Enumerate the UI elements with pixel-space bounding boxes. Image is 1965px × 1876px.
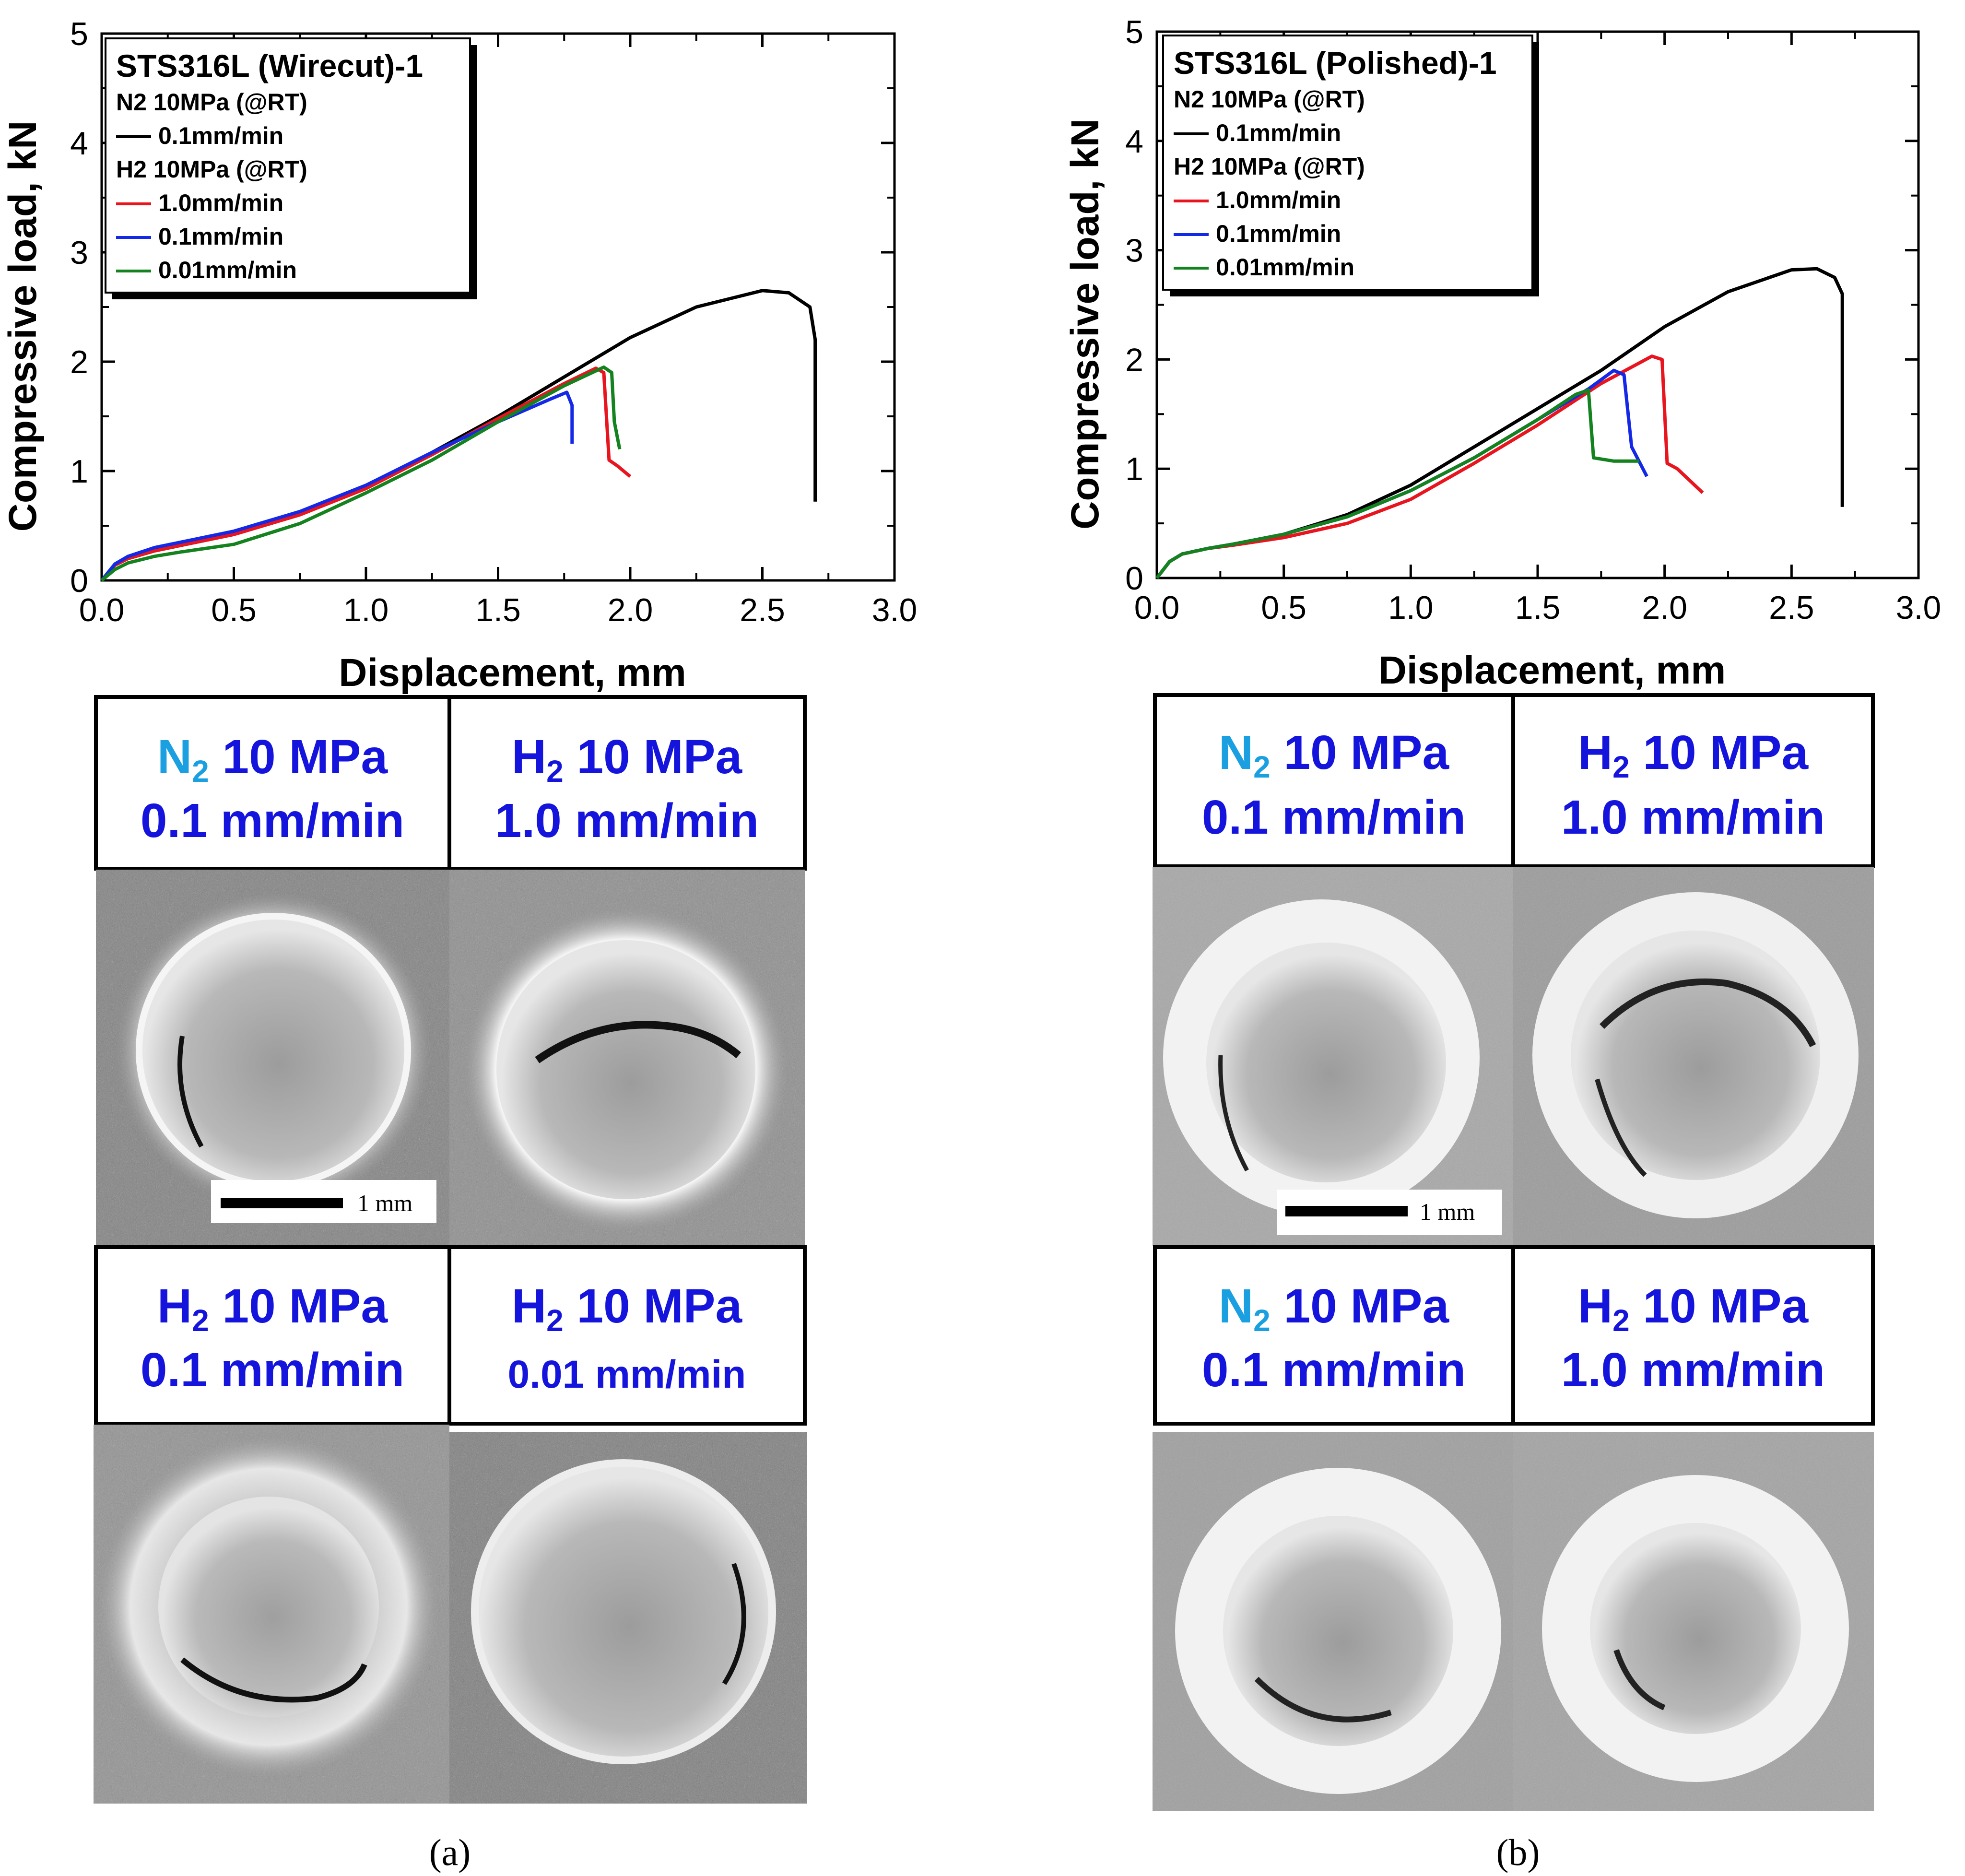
y-tick-label: 2 <box>70 344 88 380</box>
x-tick-label: 0.0 <box>79 592 125 628</box>
y-tick-label: 4 <box>70 125 88 162</box>
y-tick-label: 1 <box>1125 451 1143 487</box>
legend-group-header: N2 10MPa (@RT) <box>1174 86 1365 113</box>
micrograph <box>1513 1432 1874 1811</box>
cell-rate: 0.1 mm/min <box>141 794 404 848</box>
scale-bar: 1 mm <box>211 1180 436 1223</box>
y-tick-label: 1 <box>70 453 88 490</box>
micrograph <box>1153 867 1513 1246</box>
micrograph <box>449 870 805 1247</box>
y-tick-label: 3 <box>70 235 88 271</box>
x-tick-label: 3.0 <box>872 592 918 628</box>
y-tick-label: 2 <box>1125 342 1143 378</box>
label-cell <box>447 1245 807 1426</box>
label-cell <box>94 1245 451 1426</box>
series-line <box>1155 267 1844 579</box>
series-line <box>1155 388 1639 579</box>
legend-entry: 0.01mm/min <box>1216 254 1354 281</box>
cell-title: H2 10 MPa <box>1578 726 1809 784</box>
cell-title: H2 10 MPa <box>157 1279 388 1338</box>
cell-rate: 0.1 mm/min <box>1202 1343 1466 1397</box>
cell-rate: 1.0 mm/min <box>1561 791 1825 844</box>
cell-rate: 1.0 mm/min <box>1561 1343 1825 1397</box>
micrograph <box>1513 867 1874 1246</box>
label-cell <box>1153 1245 1515 1426</box>
cell-title: H2 10 MPa <box>512 1279 743 1338</box>
y-axis-label: Compressive load, kN <box>1 121 45 532</box>
x-tick-label: 1.5 <box>475 592 521 628</box>
x-axis-label: Displacement, mm <box>339 651 686 695</box>
svg-text:1 mm: 1 mm <box>357 1190 412 1216</box>
cell-rate: 1.0 mm/min <box>495 794 759 848</box>
cell-title: N2 10 MPa <box>1219 726 1450 784</box>
y-tick-label: 0 <box>70 563 88 599</box>
legend-entry: 0.1mm/min <box>1216 119 1341 146</box>
label-cell <box>447 695 807 871</box>
x-tick-label: 1.0 <box>343 592 389 628</box>
x-tick-label: 2.0 <box>1642 590 1687 626</box>
x-tick-label: 1.0 <box>1388 590 1434 626</box>
panel-caption-b: (b) <box>1496 1831 1540 1873</box>
label-cell <box>1153 693 1515 868</box>
x-tick-label: 1.5 <box>1515 590 1561 626</box>
label-cell <box>1511 1245 1875 1426</box>
cell-title: N2 10 MPa <box>1219 1279 1450 1338</box>
legend-group-header: N2 10MPa (@RT) <box>116 89 307 116</box>
legend-entry: 0.1mm/min <box>158 223 283 250</box>
x-axis-label: Displacement, mm <box>1378 649 1726 692</box>
label-cell <box>1511 693 1875 868</box>
x-tick-label: 2.5 <box>1769 590 1814 626</box>
x-tick-label: 0.5 <box>1261 590 1306 626</box>
scale-bar: 1 mm <box>1277 1190 1502 1235</box>
legend-entry: 1.0mm/min <box>1216 187 1341 213</box>
legend-entry: 0.1mm/min <box>1216 220 1341 247</box>
legend-title: STS316L (Wirecut)-1 <box>116 48 423 83</box>
x-tick-label: 0.5 <box>211 592 257 628</box>
y-axis-label: Compressive load, kN <box>1063 118 1107 530</box>
cell-rate: 0.01 mm/min <box>508 1353 746 1396</box>
panel-caption-a: (a) <box>429 1831 471 1873</box>
cell-title: N2 10 MPa <box>157 730 388 789</box>
y-tick-label: 0 <box>1125 560 1143 597</box>
legend-group-header: H2 10MPa (@RT) <box>1174 153 1365 180</box>
cell-title: H2 10 MPa <box>1578 1279 1809 1338</box>
legend-box <box>1162 35 1533 291</box>
series-line <box>100 366 632 582</box>
chart-polished: 0.0 0.5 1.0 1.5 2.0 2.5 3.0 0 1 2 3 4 5 Displacement,… <box>1063 14 1941 692</box>
cell-rate: 0.1 mm/min <box>1202 791 1466 844</box>
cell-rate: 0.1 mm/min <box>141 1343 404 1397</box>
micrograph <box>1153 1432 1513 1811</box>
cell-title: H2 10 MPa <box>512 730 743 789</box>
y-tick-label: 3 <box>1125 233 1143 269</box>
image-grid-a: N2 10 MPa 0.1 mm/min H2 10 MPa 1.0 mm/mi… <box>94 695 807 1804</box>
series-line <box>100 390 574 582</box>
y-tick-label: 4 <box>1125 123 1143 160</box>
legend-title: STS316L (Polished)-1 <box>1174 45 1497 81</box>
label-cell <box>94 695 451 871</box>
series-line <box>100 365 622 582</box>
svg-text:1 mm: 1 mm <box>1420 1198 1475 1225</box>
micrograph <box>449 1432 807 1804</box>
x-tick-label: 2.5 <box>740 592 785 628</box>
y-tick-label: 5 <box>70 16 88 52</box>
x-tick-label: 0.0 <box>1134 590 1180 626</box>
micrograph <box>94 1425 449 1804</box>
legend-entry: 1.0mm/min <box>158 189 283 216</box>
image-grid-b: N2 10 MPa 0.1 mm/min H2 10 MPa 1.0 mm/mi… <box>1153 693 1875 1811</box>
legend-entry: 0.01mm/min <box>158 257 297 283</box>
legend-entry: 0.1mm/min <box>158 122 283 149</box>
legend-box <box>105 37 471 294</box>
legend-group-header: H2 10MPa (@RT) <box>116 156 307 183</box>
x-tick-label: 2.0 <box>608 592 653 628</box>
y-tick-label: 5 <box>1125 14 1143 50</box>
chart-wirecut: 0.0 0.5 1.0 1.5 2.0 2.5 3.0 0 1 2 3 4 5 Displacement,… <box>1 16 917 695</box>
x-tick-label: 3.0 <box>1896 590 1941 626</box>
